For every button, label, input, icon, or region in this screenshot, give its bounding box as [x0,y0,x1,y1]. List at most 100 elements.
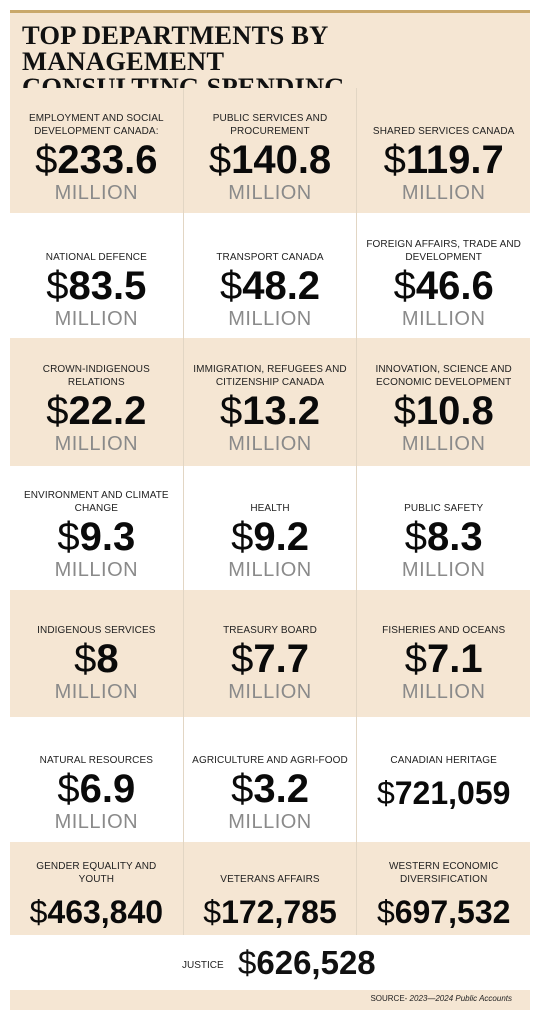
amount-value: $9.2 [184,515,357,559]
amount-value: $7.1 [357,637,530,681]
amount-value: $3.2 [184,767,357,811]
unit-label: MILLION [228,811,312,833]
amount-number: 6.9 [79,767,136,811]
currency-symbol: $ [57,515,80,559]
dept-label: TRANSPORT CANADA [216,251,324,263]
currency-symbol: $ [29,894,48,930]
title-line-1: TOP DEPARTMENTS BY MANAGEMENT [22,20,328,76]
unit-label: MILLION [401,308,486,330]
unit-label: MILLION [401,681,486,703]
department-cell: AGRICULTURE AND AGRI-FOOD $3.2 MILLION [182,717,357,842]
grid-row: GENDER EQUALITY AND YOUTH $463,840 VETERAN… [10,842,530,939]
amount-value: $8 [10,637,183,681]
currency-symbol: $ [57,767,80,811]
unit-label: MILLION [54,559,139,581]
currency-symbol: $ [203,894,222,930]
amount-number: 140.8 [231,138,332,182]
department-cell: GENDER EQUALITY AND YOUTH $463,840 [10,842,183,939]
dept-label: AGRICULTURE AND AGRI-FOOD [192,754,348,766]
unit-label: MILLION [54,182,139,204]
amount-number: 119.7 [405,138,504,182]
dept-label: CANADIAN HERITAGE [390,754,497,766]
amount-value: $13.2 [184,389,357,433]
unit-label: MILLION [228,681,312,703]
department-cell: VETERANS AFFAIRS $172,785 [182,842,357,939]
amount-number: 233.6 [57,138,158,182]
amount-number: 172,785 [221,894,337,930]
amount-number: 3.2 [253,767,309,811]
unit-label: MILLION [228,433,312,455]
currency-symbol: $ [46,264,69,308]
justice-row: JUSTICE $626,528 [10,935,530,990]
unit-label: MILLION [401,559,486,581]
dept-label: WESTERN ECONOMIC DIVERSIFICATION [388,861,499,885]
department-cell: CROWN-INDIGENOUS RELATIONS $22.2 MILLION [10,338,183,466]
source-lead: SOURCE- [370,994,408,1003]
department-cell: CANADIAN HERITAGE $721,059 [356,717,530,842]
department-cell: NATURAL RESOURCES $6.9 MILLION [10,717,183,842]
department-cell: INDIGENOUS SERVICES $8 MILLION [10,590,183,717]
amount-number: 46.6 [415,264,494,308]
currency-symbol: $ [219,264,243,308]
amount-number: 9.2 [253,515,309,559]
currency-symbol: $ [404,637,427,681]
currency-symbol: $ [219,389,243,433]
department-cell: INNOVATION, SCIENCE AND ECONOMIC DEVELOP… [356,338,530,466]
amount-number: 697,532 [394,894,511,930]
department-cell: ENVIRONMENT AND CLIMATE CHANGE $9.3 MILLIO… [10,466,183,590]
unit-label: MILLION [54,308,139,330]
amount-value: $7.7 [184,637,357,681]
department-grid: EMPLOYMENT AND SOCIAL DEVELOPMENT CANADA… [10,88,530,939]
amount-value: $233.6 [10,138,183,182]
unit-label: MILLION [228,182,312,204]
unit-label: MILLION [228,559,312,581]
dept-label: JUSTICE [182,960,224,971]
department-cell: TREASURY BOARD $7.7 MILLION [182,590,357,717]
dept-label: SHARED SERVICES CANADA [372,125,515,137]
currency-symbol: $ [46,389,69,433]
currency-symbol: $ [376,894,395,930]
dept-label: TREASURY BOARD [223,624,317,636]
amount-number: 10.8 [415,389,494,433]
amount-value: $22.2 [10,389,183,433]
currency-symbol: $ [231,767,254,811]
department-cell: TRANSPORT CANADA $48.2 MILLION [182,213,357,338]
grid-row: EMPLOYMENT AND SOCIAL DEVELOPMENT CANADA… [10,88,530,213]
amount-number: 13.2 [242,389,321,433]
department-cell: PUBLIC SAFETY $8.3 MILLION [356,466,530,590]
dept-label: NATURAL RESOURCES [39,754,154,766]
amount-number: 8.3 [427,515,483,559]
grid-row: CROWN-INDIGENOUS RELATIONS $22.2 MILLION IM… [10,338,530,466]
amount-value: $140.8 [184,138,357,182]
dept-label: ENVIRONMENT AND CLIMATE CHANGE [23,490,169,514]
dept-label: PUBLIC SAFETY [404,502,484,514]
source-note: SOURCE- 2023—2024 Public Accounts [370,994,512,1003]
dept-label: INDIGENOUS SERVICES [37,624,156,636]
department-cell: NATIONAL DEFENCE $83.5 MILLION [10,213,183,338]
department-cell: WESTERN ECONOMIC DIVERSIFICATION $697,532 [356,842,530,939]
amount-value: $697,532 [357,892,530,932]
unit-label: MILLION [54,811,139,833]
currency-symbol: $ [393,264,416,308]
amount-value: $172,785 [184,892,357,932]
unit-label: MILLION [54,433,139,455]
dept-label: FOREIGN AFFAIRS, TRADE AND DEVELOPMENT [366,239,522,263]
amount-number: 22.2 [68,389,147,433]
amount-number: 48.2 [242,264,321,308]
dept-label: PUBLIC SERVICES AND PROCUREMENT [212,113,328,137]
dept-label: INNOVATION, SCIENCE AND ECONOMIC DEVELOP… [375,364,512,388]
department-cell: FOREIGN AFFAIRS, TRADE AND DEVELOPMENT $4… [356,213,530,338]
currency-symbol: $ [383,138,406,182]
dept-label: EMPLOYMENT AND SOCIAL DEVELOPMENT CANADA… [28,113,164,137]
amount-value: $9.3 [10,515,183,559]
amount-value: $119.7 [357,138,530,182]
amount-value: $8.3 [357,515,530,559]
amount-number: 7.7 [253,637,309,681]
amount-number: 721,059 [394,775,511,811]
grid-row: NATIONAL DEFENCE $83.5 MILLION TRANSPORT CA… [10,213,530,338]
dept-label: GENDER EQUALITY AND YOUTH [36,861,157,885]
amount-value: $463,840 [10,892,183,932]
dept-label: FISHERIES AND OCEANS [382,624,506,636]
unit-label: MILLION [228,308,312,330]
unit-label: MILLION [401,433,486,455]
